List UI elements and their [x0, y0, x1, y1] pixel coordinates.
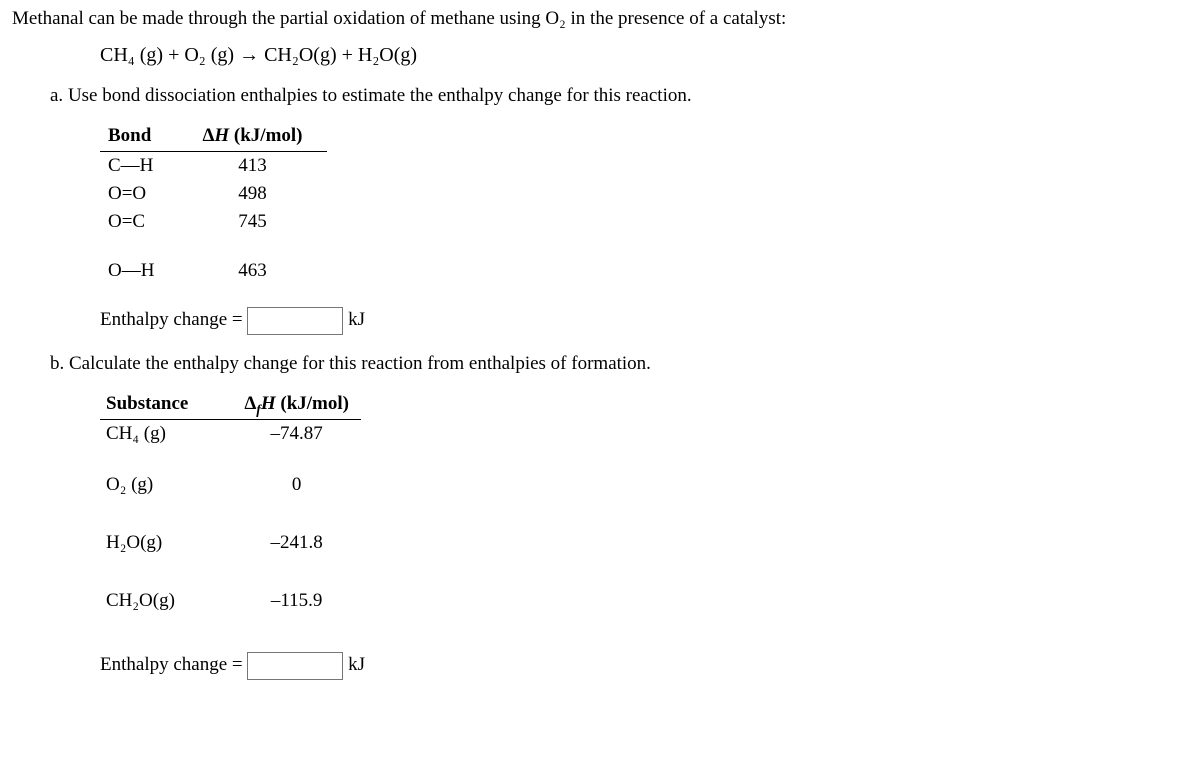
dh-header: ΔH (kJ/mol): [178, 121, 326, 152]
part-a-text: Use bond dissociation enthalpies to esti…: [68, 85, 692, 106]
part-b: b. Calculate the enthalpy change for thi…: [50, 353, 1188, 375]
formation-table: Substance ΔfH (kJ/mol) CH₄ (g) –74.87 O₂…: [100, 389, 361, 622]
bond-cell: O=O: [100, 180, 178, 208]
formation-table-wrap: Substance ΔfH (kJ/mol) CH₄ (g) –74.87 O₂…: [100, 389, 1188, 622]
answer-label: Enthalpy change =: [100, 654, 243, 675]
table-row: H₂O(g) –241.8: [100, 506, 361, 564]
dh-cell: 413: [178, 152, 326, 181]
answer-label: Enthalpy change =: [100, 309, 243, 330]
val-cell: –241.8: [216, 506, 361, 564]
dh-cell: 463: [178, 236, 326, 285]
table-row: CH₄ (g) –74.87: [100, 420, 361, 449]
table-row: C—H 413: [100, 152, 327, 181]
val-cell: 0: [216, 448, 361, 506]
part-a: a. Use bond dissociation enthalpies to e…: [50, 85, 1188, 107]
dfh-header: ΔfH (kJ/mol): [216, 389, 361, 420]
val-cell: –115.9: [216, 564, 361, 622]
bond-cell: O=C: [100, 208, 178, 236]
table-row: O=O 498: [100, 180, 327, 208]
substance-header: Substance: [100, 389, 216, 420]
substance-cell: CH₄ (g): [100, 420, 216, 449]
dh-cell: 745: [178, 208, 326, 236]
substance-cell: O₂ (g): [100, 448, 216, 506]
reaction-equation: CH₄ (g) + O₂ (g) → CH₂O(g) + H₂O(g): [100, 44, 1188, 67]
table-row: CH₂O(g) –115.9: [100, 564, 361, 622]
bond-table-wrap: Bond ΔH (kJ/mol) C—H 413 O=O 498 O=C 745…: [100, 121, 1188, 285]
substance-cell: CH₂O(g): [100, 564, 216, 622]
table-row: O—H 463: [100, 236, 327, 285]
bond-cell: O—H: [100, 236, 178, 285]
part-a-label: a.: [50, 85, 63, 106]
enthalpy-a-input[interactable]: [247, 307, 343, 335]
bond-cell: C—H: [100, 152, 178, 181]
table-row: O₂ (g) 0: [100, 448, 361, 506]
val-cell: –74.87: [216, 420, 361, 449]
answer-unit: kJ: [348, 654, 365, 675]
intro-text: Methanal can be made through the partial…: [12, 8, 1188, 30]
enthalpy-b-input[interactable]: [247, 652, 343, 680]
bond-header: Bond: [100, 121, 178, 152]
part-b-label: b.: [50, 353, 64, 374]
table-row: O=C 745: [100, 208, 327, 236]
part-b-text: Calculate the enthalpy change for this r…: [69, 353, 651, 374]
part-b-answer: Enthalpy change = kJ: [100, 652, 1188, 680]
substance-cell: H₂O(g): [100, 506, 216, 564]
dh-cell: 498: [178, 180, 326, 208]
bond-table: Bond ΔH (kJ/mol) C—H 413 O=O 498 O=C 745…: [100, 121, 327, 285]
part-a-answer: Enthalpy change = kJ: [100, 307, 1188, 335]
answer-unit: kJ: [348, 309, 365, 330]
